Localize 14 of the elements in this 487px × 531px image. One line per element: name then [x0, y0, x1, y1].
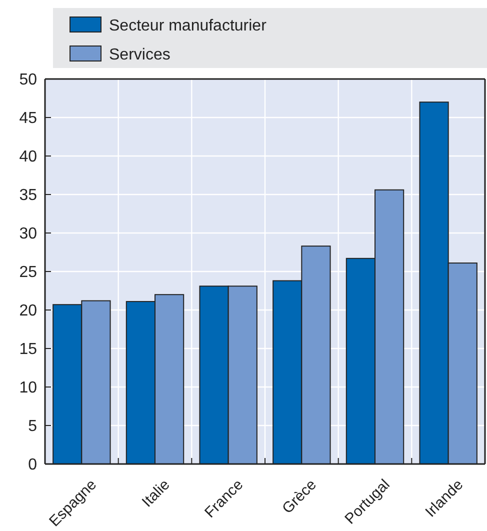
y-tick-label: 0 — [28, 456, 38, 474]
y-tick-label: 10 — [19, 380, 38, 397]
legend-label: Secteur manufacturier — [109, 18, 268, 35]
y-tick-label: 25 — [19, 264, 38, 282]
y-tick-label: 5 — [28, 418, 38, 436]
y-tick-label: 40 — [19, 148, 38, 166]
y-tick-label: 35 — [19, 187, 38, 204]
legend-label: Services — [109, 46, 170, 64]
y-tick-label: 50 — [19, 72, 38, 89]
y-tick-label: 45 — [19, 110, 38, 128]
y-tick-label: 20 — [19, 302, 38, 320]
y-tick-label: 30 — [19, 226, 38, 243]
x-tick-label: Italie — [138, 476, 174, 511]
y-tick-label: 15 — [19, 341, 38, 358]
